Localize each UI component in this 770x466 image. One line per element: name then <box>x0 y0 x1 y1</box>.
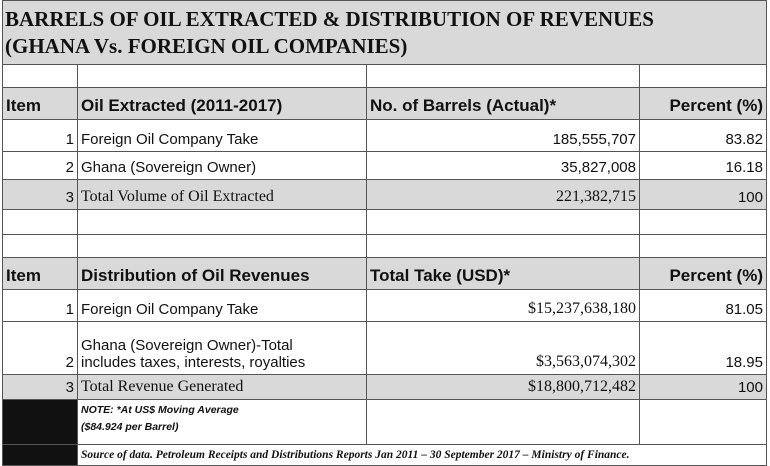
table-cell: 3 <box>3 180 78 210</box>
empty-cell <box>3 235 78 258</box>
table-cell: 1 <box>3 290 78 322</box>
black-cell <box>3 400 78 445</box>
table-cell: Foreign Oil Company Take <box>78 290 367 322</box>
empty-cell <box>3 65 78 88</box>
table-cell: Total Revenue Generated <box>78 375 367 400</box>
table-cell: 35,827,008 <box>367 152 640 180</box>
column-header: No. of Barrels (Actual)* <box>367 88 640 120</box>
table-cell: 16.18 <box>640 152 767 180</box>
column-header: Oil Extracted (2011-2017) <box>78 88 367 120</box>
table-cell: Ghana (Sovereign Owner) <box>78 152 367 180</box>
table-cell: $18,800,712,482 <box>367 375 640 400</box>
table-cell: 221,382,715 <box>367 180 640 210</box>
column-header: Item <box>3 258 78 290</box>
empty-cell <box>78 235 367 258</box>
text-line: BARRELS OF OIL EXTRACTED & DISTRIBUTION … <box>5 6 654 31</box>
empty-cell <box>640 65 767 88</box>
table-cell: Foreign Oil Company Take <box>78 120 367 152</box>
table-cell: 3 <box>3 375 78 400</box>
column-header: Percent (%) <box>640 258 767 290</box>
table-cell: 18.95 <box>640 322 767 375</box>
empty-cell <box>367 65 640 88</box>
column-header: Item <box>3 88 78 120</box>
empty-cell <box>367 210 640 235</box>
empty-cell <box>367 235 640 258</box>
table-cell: Ghana (Sovereign Owner)-Total includes ta… <box>78 322 367 375</box>
empty-cell <box>367 400 640 445</box>
table-cell: 1 <box>3 120 78 152</box>
table-border <box>2 0 3 466</box>
table-cell: 83.82 <box>640 120 767 152</box>
table-cell: 100 <box>640 375 767 400</box>
table-cell: 100 <box>640 180 767 210</box>
source-note: Source of data. Petroleum Receipts and D… <box>78 445 767 466</box>
table-cell: $15,237,638,180 <box>367 290 640 322</box>
table-cell: $3,563,074,302 <box>367 322 640 375</box>
empty-cell <box>640 210 767 235</box>
title: BARRELS OF OIL EXTRACTED & DISTRIBUTION … <box>3 0 767 65</box>
column-header: Distribution of Oil Revenues <box>78 258 367 290</box>
table-cell: Total Volume of Oil Extracted <box>78 180 367 210</box>
column-header: Percent (%) <box>640 88 767 120</box>
empty-cell <box>640 235 767 258</box>
table-cell: 2 <box>3 152 78 180</box>
text-line: Ghana (Sovereign Owner)-Total <box>81 337 293 354</box>
text-line: NOTE: *At US$ Moving Average <box>81 404 239 416</box>
empty-cell <box>3 210 78 235</box>
empty-cell <box>78 65 367 88</box>
table-cell: 81.05 <box>640 290 767 322</box>
text-line: (GHANA Vs. FOREIGN OIL COMPANIES) <box>5 33 408 58</box>
note: NOTE: *At US$ Moving Average ($84.924 per… <box>78 400 367 445</box>
empty-cell <box>78 210 367 235</box>
black-cell <box>3 445 78 466</box>
text-line: includes taxes, interests, royalties <box>81 354 306 371</box>
table-cell: 2 <box>3 322 78 375</box>
column-header: Total Take (USD)* <box>367 258 640 290</box>
empty-cell <box>640 400 767 445</box>
text-line: ($84.924 per Barrel) <box>81 421 179 433</box>
table-cell: 185,555,707 <box>367 120 640 152</box>
